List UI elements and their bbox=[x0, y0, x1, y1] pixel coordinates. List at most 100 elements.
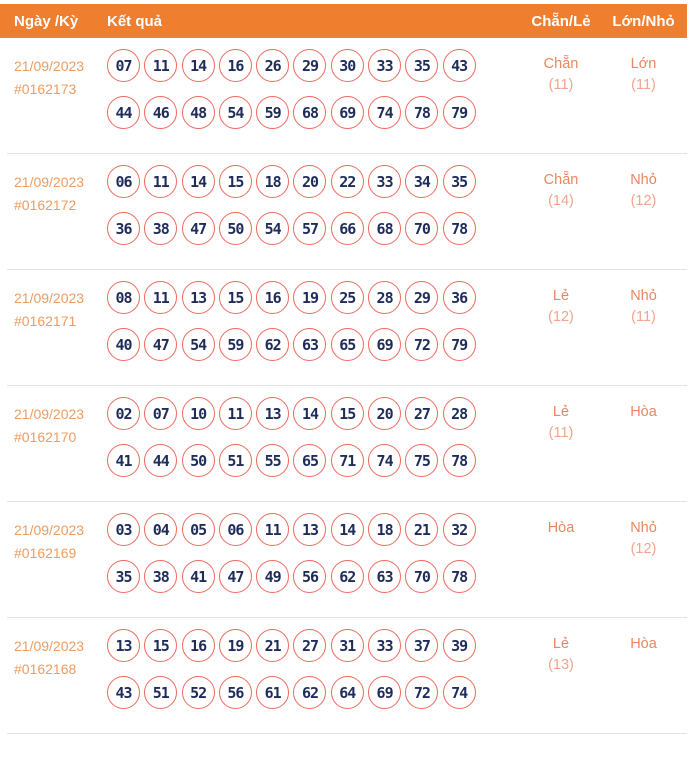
numbers-line-1: 06 11 14 15 18 20 22 33 34 35 bbox=[107, 165, 522, 198]
number-ball: 69 bbox=[368, 328, 402, 361]
number-ball: 61 bbox=[256, 676, 290, 709]
numbers-line-2: 44 46 48 54 59 68 69 74 78 79 bbox=[107, 96, 522, 129]
number-ball: 78 bbox=[405, 96, 439, 129]
number-ball: 33 bbox=[368, 629, 402, 662]
result-row: 21/09/2023 #0162173 07 11 14 16 26 29 30 33 35 43… bbox=[7, 38, 687, 154]
draw-info: 21/09/2023 #0162170 bbox=[7, 397, 107, 481]
draw-date: 21/09/2023 bbox=[14, 290, 85, 306]
numbers-line-1: 07 11 14 16 26 29 30 33 35 43 bbox=[107, 49, 522, 82]
numbers-line-1: 03 04 05 06 11 13 14 18 21 32 bbox=[107, 513, 522, 546]
number-ball: 06 bbox=[107, 165, 140, 198]
number-ball: 79 bbox=[442, 328, 476, 361]
number-ball: 78 bbox=[442, 444, 476, 477]
even-odd-count: (13) bbox=[548, 657, 574, 673]
number-ball: 54 bbox=[256, 212, 290, 245]
draw-date: 21/09/2023 bbox=[14, 406, 85, 422]
number-ball: 59 bbox=[256, 96, 290, 129]
number-ball: 18 bbox=[256, 165, 290, 198]
number-ball: 72 bbox=[405, 328, 439, 361]
even-odd-cell: Chẵn (11) bbox=[522, 49, 600, 133]
number-ball: 29 bbox=[293, 49, 327, 82]
number-ball: 15 bbox=[144, 629, 178, 662]
number-ball: 21 bbox=[256, 629, 290, 662]
number-ball: 41 bbox=[181, 560, 215, 593]
numbers-line-1: 08 11 13 15 16 19 25 28 29 36 bbox=[107, 281, 522, 314]
number-ball: 49 bbox=[256, 560, 290, 593]
number-ball: 40 bbox=[107, 328, 140, 361]
number-ball: 18 bbox=[368, 513, 402, 546]
numbers-line-2: 41 44 50 51 55 65 71 74 75 78 bbox=[107, 444, 522, 477]
number-ball: 57 bbox=[293, 212, 327, 245]
big-small-label: Hòa bbox=[630, 636, 657, 652]
number-ball: 35 bbox=[442, 165, 476, 198]
number-ball: 44 bbox=[144, 444, 178, 477]
even-odd-label: Chẵn bbox=[543, 56, 579, 72]
big-small-cell: Nhỏ (11) bbox=[600, 281, 687, 365]
number-ball: 65 bbox=[330, 328, 364, 361]
number-ball: 51 bbox=[144, 676, 178, 709]
draw-id: #0162173 bbox=[14, 81, 77, 97]
number-ball: 33 bbox=[368, 165, 402, 198]
even-odd-count: (12) bbox=[548, 309, 574, 325]
number-ball: 14 bbox=[181, 49, 215, 82]
number-ball: 43 bbox=[107, 676, 140, 709]
number-ball: 47 bbox=[218, 560, 252, 593]
header-col-date: Ngày /Kỳ bbox=[14, 12, 79, 30]
number-ball: 47 bbox=[144, 328, 178, 361]
number-ball: 54 bbox=[181, 328, 215, 361]
number-ball: 43 bbox=[442, 49, 476, 82]
number-ball: 02 bbox=[107, 397, 140, 430]
big-small-cell: Nhỏ (12) bbox=[600, 165, 687, 249]
number-ball: 03 bbox=[107, 513, 140, 546]
number-ball: 78 bbox=[442, 212, 476, 245]
number-ball: 26 bbox=[256, 49, 290, 82]
number-ball: 07 bbox=[144, 397, 178, 430]
number-ball: 52 bbox=[181, 676, 215, 709]
number-ball: 13 bbox=[293, 513, 327, 546]
number-ball: 68 bbox=[293, 96, 327, 129]
even-odd-cell: Lẻ (11) bbox=[522, 397, 600, 481]
number-ball: 35 bbox=[405, 49, 439, 82]
numbers-line-1: 13 15 16 19 21 27 31 33 37 39 bbox=[107, 629, 522, 662]
number-ball: 37 bbox=[405, 629, 439, 662]
number-ball: 11 bbox=[144, 49, 178, 82]
draw-numbers: 02 07 10 11 13 14 15 20 27 28 41 44 50 51 55 65 71 74 75 7… bbox=[107, 397, 522, 481]
draw-numbers: 07 11 14 16 26 29 30 33 35 43 44 46 48 54 59 68 69 74 78 7… bbox=[107, 49, 522, 133]
numbers-line-2: 43 51 52 56 61 62 64 69 72 74 bbox=[107, 676, 522, 709]
number-ball: 36 bbox=[107, 212, 140, 245]
number-ball: 16 bbox=[256, 281, 290, 314]
result-row: 21/09/2023 #0162172 06 11 14 15 18 20 22 33 34 35… bbox=[7, 154, 687, 270]
number-ball: 79 bbox=[442, 96, 476, 129]
draw-info: 21/09/2023 #0162171 bbox=[7, 281, 107, 365]
number-ball: 56 bbox=[293, 560, 327, 593]
number-ball: 14 bbox=[293, 397, 327, 430]
number-ball: 54 bbox=[218, 96, 252, 129]
numbers-line-2: 35 38 41 47 49 56 62 63 70 78 bbox=[107, 560, 522, 593]
number-ball: 28 bbox=[368, 281, 402, 314]
number-ball: 50 bbox=[181, 444, 215, 477]
big-small-label: Nhỏ bbox=[630, 172, 657, 188]
number-ball: 48 bbox=[181, 96, 215, 129]
number-ball: 47 bbox=[181, 212, 215, 245]
big-small-label: Nhỏ bbox=[630, 520, 657, 536]
number-ball: 70 bbox=[405, 560, 439, 593]
number-ball: 27 bbox=[293, 629, 327, 662]
number-ball: 19 bbox=[293, 281, 327, 314]
number-ball: 28 bbox=[442, 397, 476, 430]
results-rows: 21/09/2023 #0162173 07 11 14 16 26 29 30 33 35 43… bbox=[0, 38, 693, 734]
number-ball: 27 bbox=[405, 397, 439, 430]
number-ball: 04 bbox=[144, 513, 178, 546]
number-ball: 32 bbox=[442, 513, 476, 546]
even-odd-label: Lẻ bbox=[552, 288, 570, 304]
even-odd-label: Hòa bbox=[547, 520, 575, 536]
number-ball: 30 bbox=[330, 49, 364, 82]
number-ball: 07 bbox=[107, 49, 140, 82]
number-ball: 36 bbox=[442, 281, 476, 314]
number-ball: 55 bbox=[256, 444, 290, 477]
draw-date: 21/09/2023 bbox=[14, 638, 85, 654]
even-odd-count: (11) bbox=[548, 425, 574, 441]
even-odd-cell: Lẻ (13) bbox=[522, 629, 600, 713]
draw-date: 21/09/2023 bbox=[14, 174, 85, 190]
number-ball: 62 bbox=[330, 560, 364, 593]
number-ball: 10 bbox=[181, 397, 215, 430]
